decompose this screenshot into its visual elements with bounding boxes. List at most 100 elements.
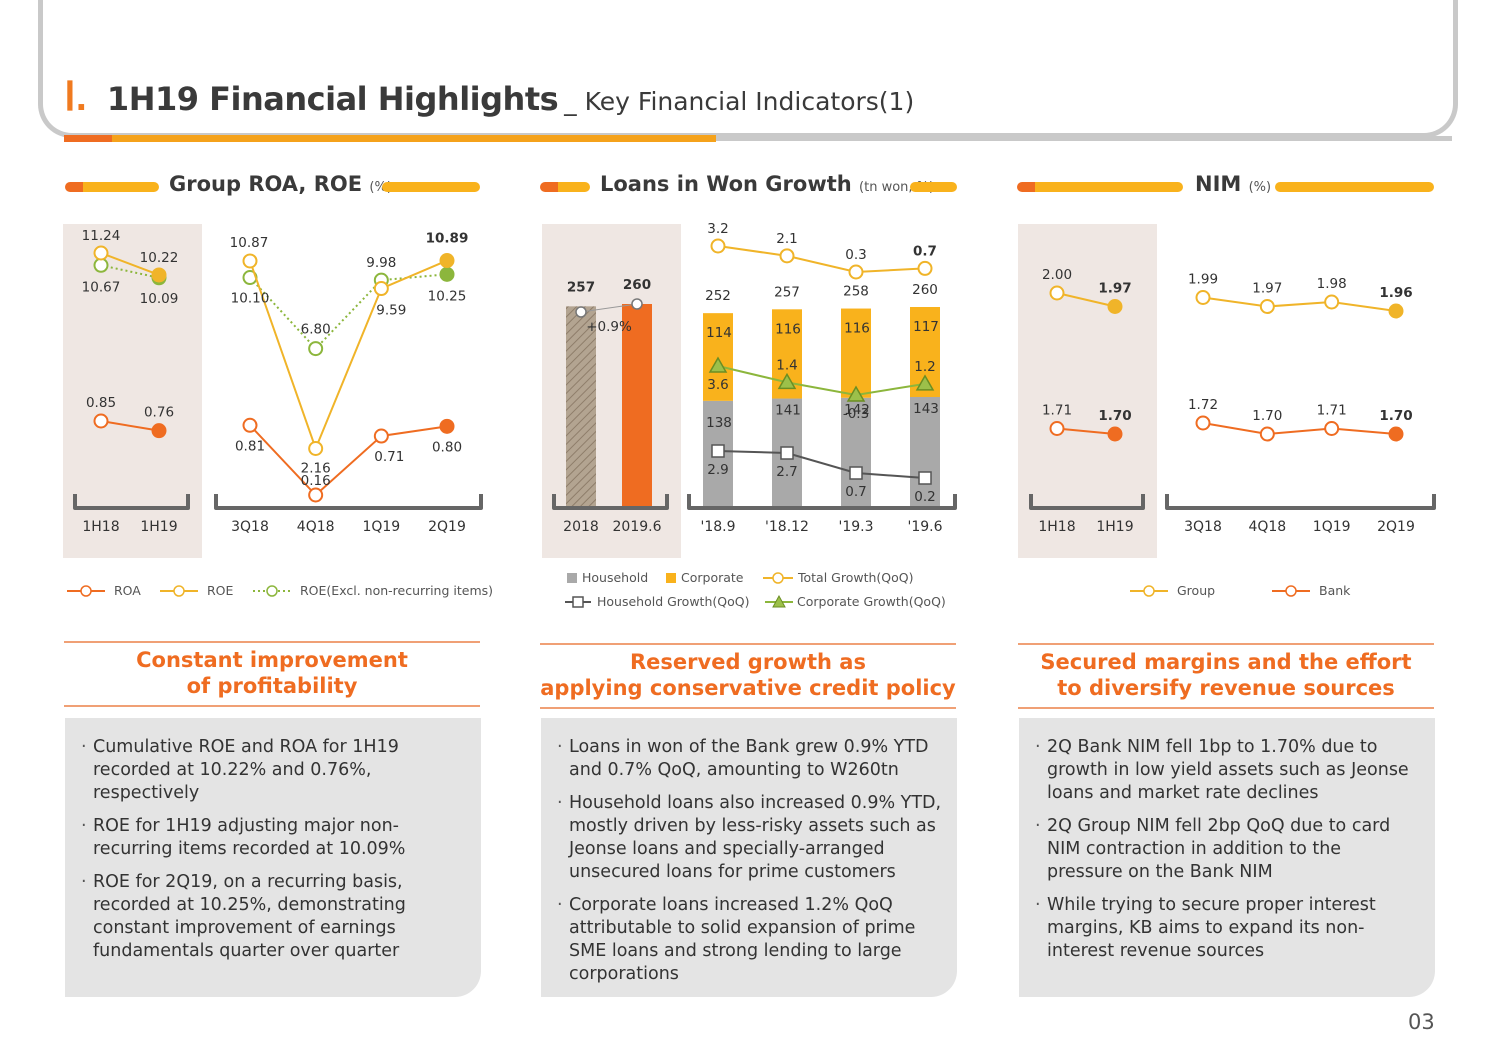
x-tick-label: 2018 [563,519,599,535]
roe-point [439,253,455,269]
legend-marker [173,585,185,597]
roe-line [100,252,160,276]
bullet-item: Loans in won of the Bank grew 0.9% YTD a… [557,736,943,782]
roe-label: 10.87 [230,235,269,251]
legend-label: Bank [1319,583,1351,598]
x-axis-bracket [214,494,483,510]
legend-swatch [666,573,676,583]
roa-label: 0.76 [144,405,174,421]
page-number: 03 [1408,1010,1435,1034]
roe-point [93,245,109,261]
panel-title-text: Loans in Won Growth [600,172,852,196]
roa-point [93,413,109,429]
nim-bank-point [1049,421,1065,436]
household-growth-point [711,444,725,458]
section-number: Ⅰ. [64,75,87,119]
section-title-line: to diversify revenue sources [1057,676,1395,700]
section-title-line: applying conservative credit policy [540,676,956,700]
nim-group-point [1259,299,1275,314]
total-value: 260 [912,282,938,298]
corporate-growth-point [846,385,866,402]
panel-title-text: Group ROA, ROE [169,172,363,196]
roe-label: 10.89 [426,231,469,247]
roa-label: 0.16 [301,473,331,489]
household-growth-point [849,466,863,480]
annual-bar [622,304,652,507]
legend-label: ROE(Excl. non-recurring items) [300,583,493,598]
corporate-growth-point [777,372,797,390]
legend-marker [772,572,784,584]
roa-line [100,420,160,432]
roe-excl-point [93,257,109,273]
header-divider [64,136,1452,141]
roe-excl-label: 9.98 [366,255,396,271]
roe-excl-label: 10.09 [140,291,179,307]
panel-unit: (%) [1248,180,1272,195]
section-title-line: of profitability [186,674,358,698]
textbox-credit: Loans in won of the Bank grew 0.9% YTD a… [541,718,957,997]
corporate-value: 116 [775,321,801,337]
ytd-growth-label: +0.9% [586,319,632,335]
nim-group-line [1056,292,1116,308]
roa-point [242,417,258,433]
nim-group-label-label: 1.99 [1188,272,1218,288]
roe-label: 10.22 [140,250,179,266]
roe-line [249,259,448,452]
section-title-credit: Reserved growth as applying conservative… [540,643,956,709]
household-growth-label: 0.2 [914,489,935,505]
legend-marker [1143,585,1155,597]
bullet-item: ROE for 2Q19, on a recurring basis, reco… [81,871,467,963]
x-tick-label: '18.12 [765,519,809,535]
roa-point [373,428,389,444]
section-title-line: Constant improvement [136,648,408,672]
x-tick-label: 1H18 [1038,519,1075,535]
section-title-profitability: Constant improvement of profitability [64,641,480,707]
corporate-value: 116 [844,321,870,337]
bullet-item: While trying to secure proper interest m… [1035,894,1421,963]
legend-label: Total Growth(QoQ) [797,570,914,585]
roe-point [242,253,258,269]
roe-point [151,267,167,283]
total-growth-point [710,238,726,254]
nim-group-line [1202,296,1397,312]
roa-label: 0.80 [432,439,462,455]
x-tick-label: '18.9 [700,519,735,535]
total-growth-line [717,245,926,274]
total-growth-label: 2.1 [776,231,797,247]
roe-label: 9.59 [376,303,406,319]
panel-title-nim: NIM (%) [1195,172,1271,196]
corporate-value: 114 [706,325,732,341]
title-pill [382,182,480,192]
growth-point [631,298,643,310]
nim-bank-label-label: 1.72 [1188,397,1218,413]
total-value: 252 [705,288,731,304]
nim-group-label-label: 1.97 [1252,281,1282,297]
roa-point [439,418,455,434]
title-pill [540,182,590,192]
household-bar [910,397,940,507]
nim-bank-line [1202,422,1397,436]
roe-excl-label: 10.10 [231,291,270,307]
nim-bank-point [1324,421,1340,436]
legend-label: Household Growth(QoQ) [597,594,749,609]
roa-point [151,423,167,439]
nim-group-point [1107,299,1123,314]
x-tick-label: 3Q18 [231,519,269,535]
section-title-margins: Secured margins and the effort to divers… [1018,643,1434,709]
nim-group-label-label: 1.96 [1379,285,1412,301]
roe-excl-point [439,266,455,282]
charts-canvas: 11.24 10.22 10.67 10.09 0.85 0.76 10.87 2.16 9.5… [67,221,1436,609]
x-axis-bracket [1029,494,1145,510]
title-main: 1H19 Financial Highlights [106,80,559,118]
x-tick-label: '19.3 [838,519,873,535]
total-growth-label: 0.3 [845,247,866,263]
total-value: 258 [843,284,869,300]
legend-label: ROE [207,583,234,598]
nim-bank-label-label: 1.71 [1042,403,1072,419]
section-title-line: Reserved growth as [630,650,866,674]
legend-label: ROA [114,583,141,598]
total-growth-point [779,248,795,264]
bullet-item: 2Q Bank NIM fell 1bp to 1.70% due to gro… [1035,736,1421,805]
bullet-item: Corporate loans increased 1.2% QoQ attri… [557,894,943,986]
household-growth-label: 2.9 [707,462,728,478]
